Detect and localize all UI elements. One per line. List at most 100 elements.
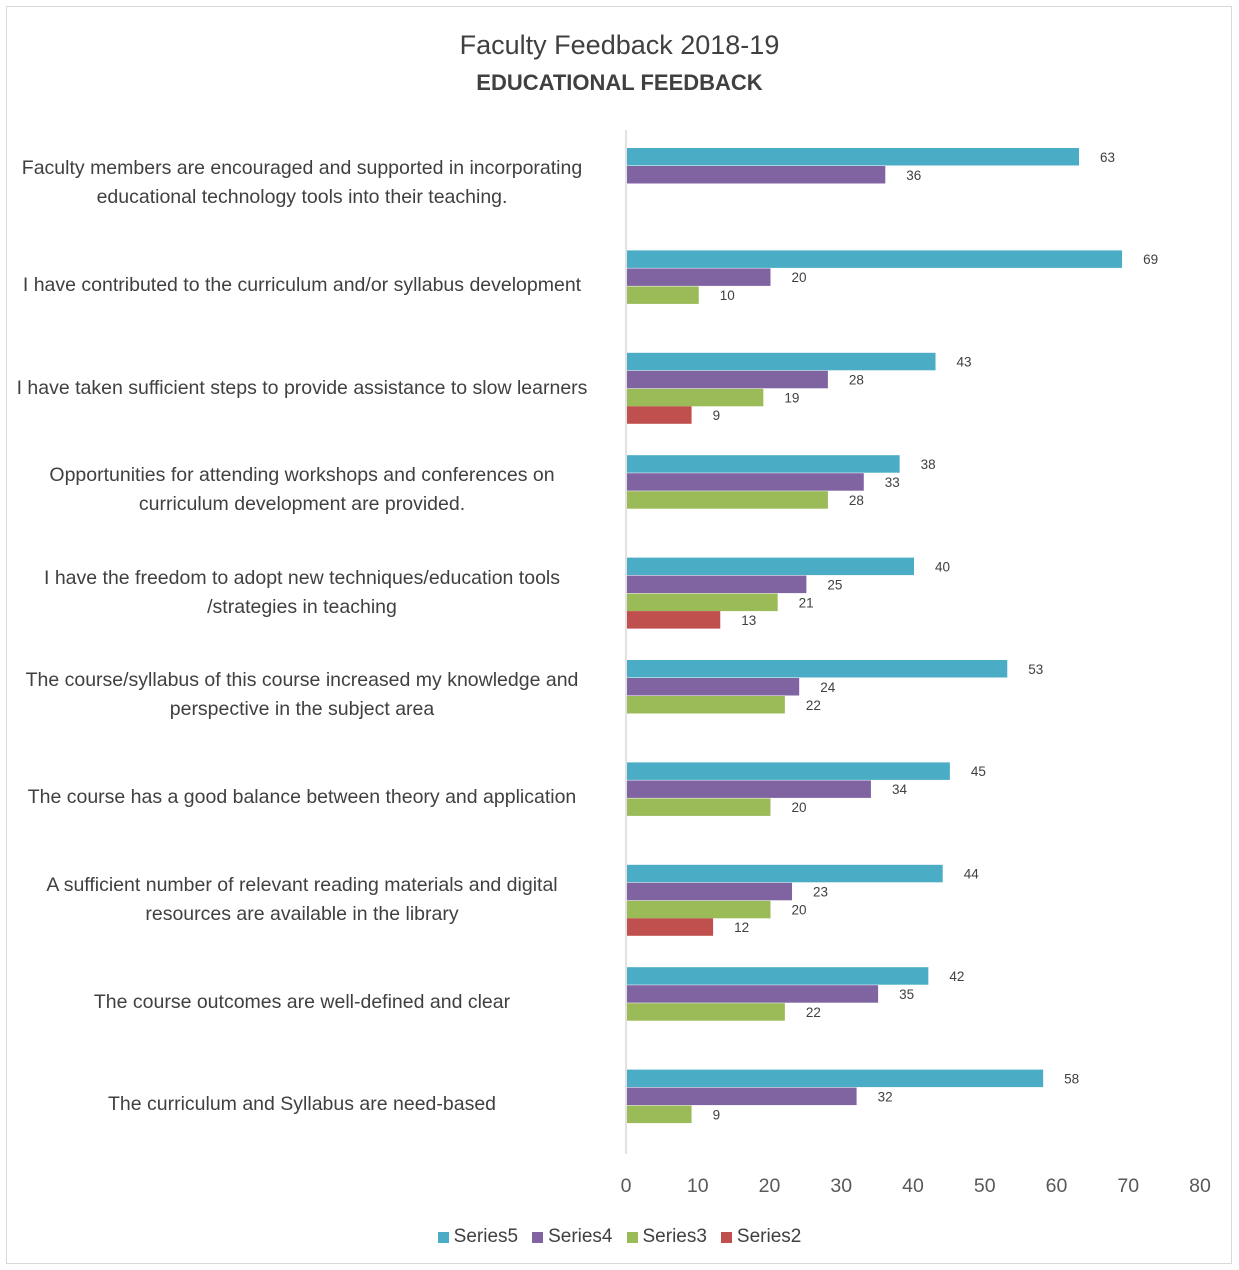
x-tick-label: 60 bbox=[1046, 1175, 1068, 1197]
legend-swatch bbox=[437, 1231, 449, 1243]
category-label: The curriculum and Syllabus are need-bas… bbox=[107, 1093, 497, 1116]
data-label: 28 bbox=[849, 493, 864, 508]
bar bbox=[627, 660, 1008, 678]
bar bbox=[627, 882, 793, 901]
legend-item: Series5 bbox=[437, 1226, 519, 1248]
bar bbox=[627, 611, 721, 629]
category-label: I have the freedom to adopt new techniqu… bbox=[43, 566, 561, 618]
category-label: A sufficient number of relevant reading … bbox=[46, 874, 558, 925]
data-label: 38 bbox=[921, 457, 936, 472]
category-label: I have taken sufficient steps to provide… bbox=[16, 376, 588, 399]
chart-subtitle: EDUCATIONAL FEEDBACK bbox=[476, 70, 763, 95]
bar bbox=[627, 268, 771, 286]
bar bbox=[627, 900, 771, 919]
bar bbox=[627, 388, 764, 407]
bar bbox=[627, 780, 871, 798]
data-label: 40 bbox=[935, 559, 950, 574]
x-tick-label: 20 bbox=[759, 1175, 781, 1197]
bar bbox=[627, 286, 699, 304]
data-label: 20 bbox=[792, 800, 807, 815]
x-tick-label: 10 bbox=[687, 1175, 709, 1197]
category-label: I have contributed to the curriculum and… bbox=[22, 274, 582, 297]
data-label: 19 bbox=[784, 391, 799, 406]
data-label: 34 bbox=[892, 782, 908, 797]
bar bbox=[627, 1069, 1044, 1088]
data-label: 25 bbox=[827, 577, 842, 592]
legend-swatch bbox=[626, 1231, 638, 1243]
category-label: Faculty members are encouraged and suppo… bbox=[21, 157, 583, 209]
category-label: The course/syllabus of this course incre… bbox=[25, 669, 579, 721]
bar bbox=[627, 918, 714, 936]
data-label: 13 bbox=[741, 613, 756, 628]
bar bbox=[627, 250, 1123, 268]
bar bbox=[627, 678, 800, 696]
bar bbox=[627, 1003, 785, 1021]
data-label: 69 bbox=[1143, 252, 1158, 267]
data-label: 9 bbox=[713, 1107, 721, 1122]
x-tick-label: 80 bbox=[1189, 1175, 1211, 1197]
chart-title: Faculty Feedback 2018-19 bbox=[459, 30, 780, 60]
x-tick-label: 70 bbox=[1117, 1175, 1139, 1197]
data-label: 12 bbox=[734, 920, 749, 935]
bar bbox=[627, 352, 936, 371]
data-label: 24 bbox=[820, 680, 836, 695]
chart-frame bbox=[6, 6, 1232, 1264]
data-label: 20 bbox=[792, 270, 807, 285]
data-label: 43 bbox=[957, 355, 972, 370]
x-tick-label: 40 bbox=[902, 1175, 924, 1197]
data-label: 10 bbox=[720, 288, 735, 303]
bar bbox=[627, 166, 886, 184]
data-label: 42 bbox=[949, 969, 964, 984]
data-label: 32 bbox=[878, 1089, 893, 1104]
x-tick-label: 0 bbox=[621, 1175, 632, 1197]
legend-swatch bbox=[720, 1231, 732, 1243]
legend-swatch bbox=[532, 1231, 544, 1243]
legend: Series5 Series4 Series3 Series2 bbox=[0, 1226, 1239, 1248]
bar bbox=[627, 557, 914, 576]
legend-label: Series5 bbox=[453, 1226, 519, 1247]
data-label: 21 bbox=[799, 595, 814, 610]
bar bbox=[627, 370, 828, 389]
data-label: 9 bbox=[713, 408, 721, 423]
bar bbox=[627, 406, 692, 424]
bar bbox=[627, 696, 785, 714]
bar bbox=[627, 575, 807, 594]
data-label: 53 bbox=[1028, 662, 1043, 677]
bar bbox=[627, 593, 778, 612]
data-label: 35 bbox=[899, 987, 914, 1002]
bar bbox=[627, 1105, 692, 1124]
bar bbox=[627, 473, 864, 491]
legend-item: Series3 bbox=[626, 1226, 707, 1248]
bar bbox=[627, 148, 1080, 166]
legend-label: Series2 bbox=[736, 1226, 802, 1247]
data-label: 63 bbox=[1100, 150, 1115, 165]
category-label: The course outcomes are well-defined and… bbox=[93, 990, 511, 1013]
data-label: 45 bbox=[971, 764, 986, 779]
data-label: 28 bbox=[849, 373, 864, 388]
data-label: 22 bbox=[806, 698, 821, 713]
bar bbox=[627, 967, 929, 985]
legend-label: Series4 bbox=[548, 1226, 613, 1247]
data-label: 58 bbox=[1064, 1071, 1079, 1086]
bar bbox=[627, 798, 771, 816]
legend-item: Series4 bbox=[532, 1226, 613, 1248]
legend-label: Series3 bbox=[642, 1226, 707, 1247]
bar bbox=[627, 455, 900, 473]
x-tick-label: 50 bbox=[974, 1175, 996, 1197]
data-label: 33 bbox=[885, 475, 900, 490]
category-label: Opportunities for attending workshops an… bbox=[49, 464, 555, 516]
bar bbox=[627, 1087, 857, 1106]
data-label: 23 bbox=[813, 885, 828, 900]
data-label: 44 bbox=[964, 867, 980, 882]
data-label: 20 bbox=[792, 903, 807, 918]
category-label: The course has a good balance between th… bbox=[27, 786, 577, 809]
x-tick-label: 30 bbox=[830, 1175, 852, 1197]
data-label: 22 bbox=[806, 1005, 821, 1020]
legend-item: Series2 bbox=[720, 1226, 802, 1248]
bar bbox=[627, 762, 950, 780]
bar bbox=[627, 985, 879, 1003]
bar bbox=[627, 491, 828, 509]
bar bbox=[627, 864, 943, 883]
data-label: 36 bbox=[906, 168, 921, 183]
